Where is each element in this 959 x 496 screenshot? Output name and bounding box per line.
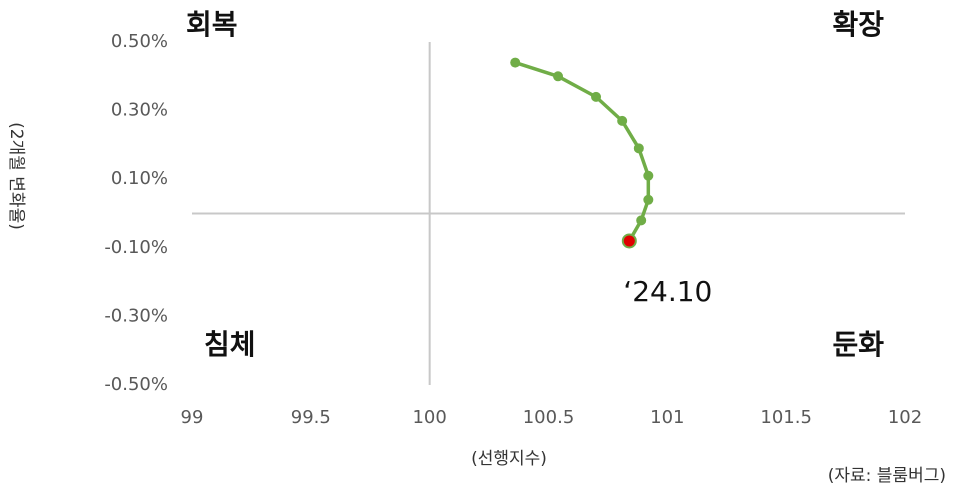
point xyxy=(553,71,564,82)
y-tick-label: -0.50% xyxy=(104,374,168,395)
y-tick-label: 0.50% xyxy=(111,31,168,52)
x-tick-label: 101.5 xyxy=(760,407,812,428)
quadrant-label: 침체 xyxy=(204,328,256,361)
quadrant-label: 둔화 xyxy=(832,328,884,361)
point xyxy=(636,215,647,226)
quadrant-label: 회복 xyxy=(186,8,238,41)
source: (자료: 블룸버그) xyxy=(828,466,946,486)
x-axis-title: (선행지수) xyxy=(471,449,547,469)
y-tick-label: 0.30% xyxy=(111,100,168,121)
y-tick-label: 0.10% xyxy=(111,168,168,189)
point xyxy=(591,91,602,102)
x-tick-label: 99.5 xyxy=(291,407,331,428)
point xyxy=(510,57,521,68)
y-tick-label: -0.30% xyxy=(104,305,168,326)
x-tick-label: 102 xyxy=(888,407,922,428)
point xyxy=(617,115,628,126)
x-tick-label: 101 xyxy=(650,407,684,428)
y-tick-label: -0.10% xyxy=(104,237,168,258)
point xyxy=(643,170,654,181)
annotation: ‘24.10 xyxy=(623,275,712,308)
x-tick-label: 100.5 xyxy=(523,407,575,428)
latest-point xyxy=(621,233,637,249)
point xyxy=(643,194,654,205)
y-axis-title: (2개월 변화율) xyxy=(6,122,26,230)
quadrant-label: 확장 xyxy=(832,8,884,41)
x-tick-label: 100 xyxy=(412,407,446,428)
x-tick-label: 99 xyxy=(181,407,204,428)
point xyxy=(633,143,644,154)
